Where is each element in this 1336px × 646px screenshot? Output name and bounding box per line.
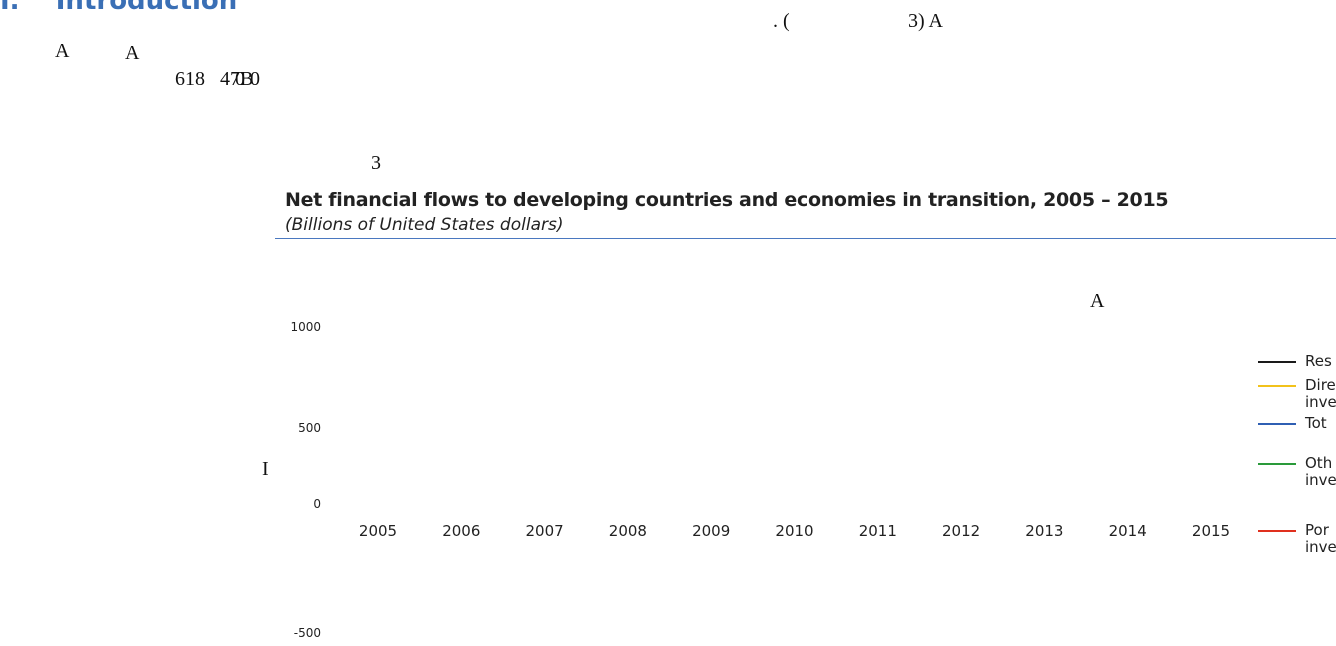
x-tick-label: 2008	[608, 522, 647, 540]
legend-label: inve	[1305, 471, 1336, 489]
x-tick-label: 2005	[358, 522, 398, 540]
x-tick-label: 2013	[1025, 522, 1064, 540]
text-fragment: 3) A	[908, 10, 943, 32]
x-tick-label: 2011	[858, 522, 897, 540]
chart-title: Net financial flows to developing countr…	[285, 189, 1169, 211]
legend-label: inve	[1305, 538, 1336, 556]
x-tick-label: 2012	[942, 522, 981, 540]
text-fragment: 618 47B	[175, 68, 254, 90]
text-fragment: A	[55, 40, 70, 62]
x-tick-label: 2006	[442, 522, 481, 540]
legend-label: Dire	[1305, 376, 1336, 394]
legend-swatch	[1258, 361, 1296, 363]
chart-subtitle: (Billions of United States dollars)	[285, 215, 564, 235]
legend-label: inve	[1305, 393, 1336, 411]
x-tick-label: 2010	[775, 522, 814, 540]
text-fragment: I	[262, 458, 269, 480]
legend-swatch	[1258, 530, 1296, 532]
text-fragment: A	[1090, 290, 1105, 312]
y-tick-label: 1000	[290, 320, 321, 334]
y-tick-label: -500	[293, 626, 321, 640]
text-fragment: 3	[371, 152, 381, 174]
legend-label: Tot	[1305, 414, 1327, 432]
section-heading: I. Introduction	[0, 0, 238, 16]
text-fragment: A	[125, 42, 140, 64]
x-tick-label: 2009	[692, 522, 731, 540]
legend-label: Res	[1305, 352, 1332, 370]
divider	[275, 238, 1336, 239]
legend-swatch	[1258, 463, 1296, 465]
text-fragment: 0 0	[235, 68, 260, 90]
x-tick-label: 2007	[525, 522, 564, 540]
x-tick-label: 2015	[1191, 522, 1231, 540]
legend-swatch	[1258, 385, 1296, 387]
x-tick-label: 2014	[1108, 522, 1147, 540]
y-tick-label: 0	[313, 497, 321, 511]
legend-label: Por	[1305, 521, 1329, 539]
y-tick-label: 500	[298, 421, 321, 435]
legend-label: Oth	[1305, 454, 1333, 472]
text-fragment: . (	[773, 10, 790, 32]
legend-swatch	[1258, 423, 1296, 425]
